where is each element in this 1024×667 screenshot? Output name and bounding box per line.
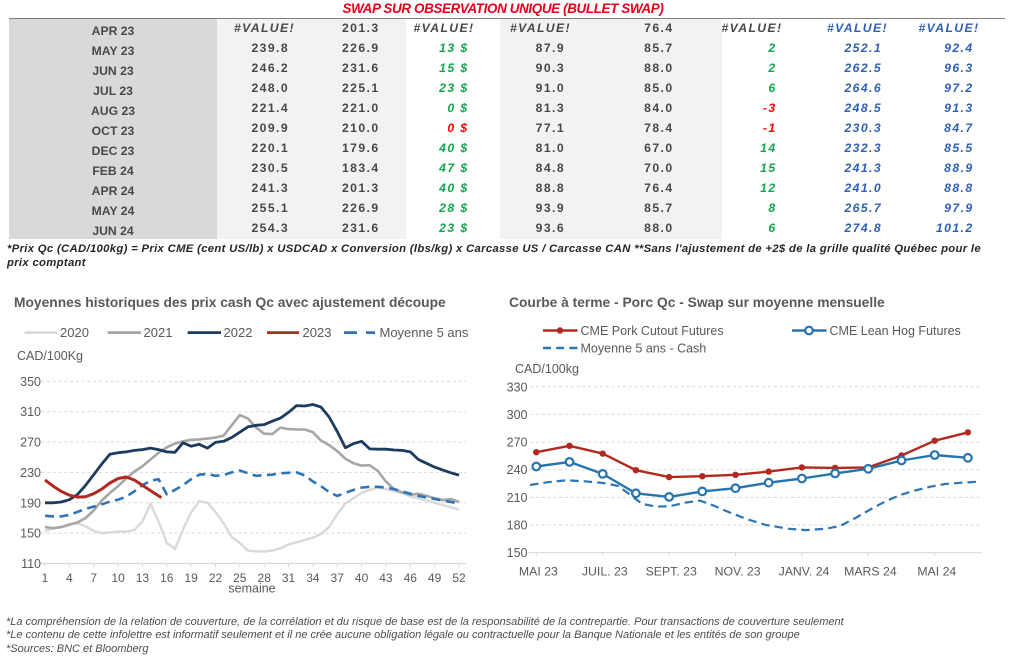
- svg-text:2020: 2020: [60, 325, 89, 340]
- svg-text:16: 16: [160, 571, 174, 585]
- svg-text:110: 110: [21, 557, 41, 571]
- svg-text:210: 210: [507, 491, 528, 505]
- svg-text:2021: 2021: [144, 325, 173, 340]
- svg-text:37: 37: [331, 571, 345, 585]
- svg-text:49: 49: [428, 571, 442, 585]
- svg-text:SEPT. 23: SEPT. 23: [646, 565, 697, 579]
- svg-text:34: 34: [306, 571, 320, 585]
- svg-text:270: 270: [507, 436, 528, 450]
- svg-text:150: 150: [20, 527, 41, 541]
- svg-text:13: 13: [136, 571, 150, 585]
- svg-text:MAI 23: MAI 23: [519, 565, 558, 579]
- svg-text:240: 240: [507, 463, 528, 477]
- svg-text:2022: 2022: [224, 325, 253, 340]
- svg-text:350: 350: [20, 375, 41, 389]
- svg-text:MAI 24: MAI 24: [917, 565, 956, 579]
- svg-text:NOV. 23: NOV. 23: [715, 565, 761, 579]
- svg-text:Moyennes historiques des prix: Moyennes historiques des prix cash Qc av…: [14, 295, 446, 310]
- svg-text:Moyenne 5 ans: Moyenne 5 ans: [380, 325, 469, 340]
- svg-text:40: 40: [355, 571, 369, 585]
- svg-text:43: 43: [379, 571, 393, 585]
- svg-text:190: 190: [20, 496, 41, 510]
- svg-text:JUIL. 23: JUIL. 23: [582, 565, 628, 579]
- svg-text:270: 270: [20, 436, 41, 450]
- svg-text:330: 330: [507, 380, 528, 394]
- svg-text:180: 180: [507, 519, 528, 533]
- svg-text:28: 28: [258, 571, 272, 585]
- svg-text:22: 22: [209, 571, 223, 585]
- svg-text:CAD/100Kg: CAD/100Kg: [17, 349, 83, 363]
- svg-text:7: 7: [90, 571, 97, 585]
- svg-text:19: 19: [184, 571, 198, 585]
- svg-text:Moyenne 5 ans - Cash: Moyenne 5 ans - Cash: [581, 342, 707, 356]
- svg-text:31: 31: [282, 571, 296, 585]
- svg-text:CAD/100kg: CAD/100kg: [515, 362, 579, 376]
- svg-text:46: 46: [404, 571, 418, 585]
- svg-text:semaine: semaine: [228, 582, 275, 596]
- svg-text:150: 150: [507, 546, 528, 560]
- svg-text:JANV. 24: JANV. 24: [779, 565, 830, 579]
- svg-text:Courbe à terme - Porc Qc - Swa: Courbe à terme - Porc Qc - Swap sur moye…: [509, 295, 885, 310]
- svg-text:CME Lean Hog Futures: CME Lean Hog Futures: [830, 324, 961, 338]
- svg-text:2023: 2023: [303, 325, 332, 340]
- svg-text:10: 10: [111, 571, 125, 585]
- svg-text:MARS 24: MARS 24: [844, 565, 897, 579]
- svg-text:CME Pork Cutout Futures: CME Pork Cutout Futures: [581, 324, 724, 338]
- svg-text:52: 52: [452, 571, 466, 585]
- svg-text:310: 310: [20, 405, 41, 419]
- svg-text:4: 4: [66, 571, 73, 585]
- svg-text:230: 230: [20, 466, 41, 480]
- svg-text:300: 300: [507, 408, 528, 422]
- svg-text:25: 25: [233, 571, 247, 585]
- svg-text:1: 1: [42, 571, 49, 585]
